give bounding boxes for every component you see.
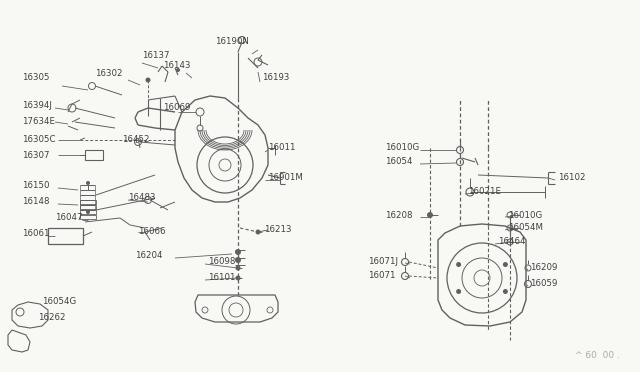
Circle shape: [86, 210, 90, 214]
Text: 16262: 16262: [38, 314, 65, 323]
Text: 16137: 16137: [142, 51, 170, 60]
Text: 16204: 16204: [135, 251, 163, 260]
Text: 16054G: 16054G: [42, 298, 76, 307]
Text: 16452: 16452: [122, 135, 150, 144]
Circle shape: [145, 77, 150, 83]
Text: 16394J: 16394J: [22, 100, 52, 109]
Bar: [80, 215, 96, 219]
Text: 16143: 16143: [163, 61, 191, 71]
Circle shape: [427, 212, 433, 218]
Circle shape: [503, 289, 508, 294]
Text: 16483: 16483: [128, 193, 156, 202]
Circle shape: [176, 68, 180, 72]
Circle shape: [236, 276, 241, 280]
Text: 16071J: 16071J: [368, 257, 398, 266]
Text: 16071: 16071: [368, 272, 396, 280]
Text: 16061: 16061: [22, 230, 49, 238]
Text: 17634E: 17634E: [22, 118, 55, 126]
Text: 16209: 16209: [530, 263, 557, 273]
Text: 16901M: 16901M: [268, 173, 303, 183]
Text: 16047: 16047: [55, 214, 83, 222]
Text: 16010G: 16010G: [508, 211, 542, 219]
Bar: [80, 200, 96, 204]
Text: 16102: 16102: [558, 173, 586, 183]
Text: ^ 60  00 .: ^ 60 00 .: [575, 352, 620, 360]
Text: 16208: 16208: [385, 211, 413, 219]
Circle shape: [235, 249, 241, 255]
Text: 16302: 16302: [95, 68, 122, 77]
Text: 16011: 16011: [268, 144, 296, 153]
Circle shape: [456, 289, 461, 294]
Text: 16021E: 16021E: [468, 187, 501, 196]
Circle shape: [255, 230, 260, 234]
Circle shape: [236, 266, 241, 270]
Text: 16464: 16464: [498, 237, 525, 247]
Text: 16148: 16148: [22, 198, 49, 206]
Bar: [85, 150, 103, 160]
Text: 16305C: 16305C: [22, 135, 56, 144]
Bar: [80, 205, 96, 209]
Text: 16054M: 16054M: [508, 224, 543, 232]
Text: 16305: 16305: [22, 74, 49, 83]
Bar: [48, 228, 83, 244]
Text: 16101: 16101: [208, 273, 236, 282]
Text: 16066: 16066: [138, 228, 166, 237]
Text: 16307: 16307: [22, 151, 49, 160]
Bar: [80, 210, 96, 214]
Text: 16150: 16150: [22, 180, 49, 189]
Text: 16054: 16054: [385, 157, 413, 167]
Text: 16010G: 16010G: [385, 144, 419, 153]
Circle shape: [235, 257, 241, 263]
Text: 16069: 16069: [163, 103, 190, 112]
Circle shape: [86, 181, 90, 185]
Text: 16190N: 16190N: [215, 38, 249, 46]
Text: 16059: 16059: [530, 279, 557, 289]
Text: 16213: 16213: [264, 225, 291, 234]
Circle shape: [503, 262, 508, 267]
Text: 16098: 16098: [208, 257, 236, 266]
Circle shape: [456, 262, 461, 267]
Text: 16193: 16193: [262, 74, 289, 83]
